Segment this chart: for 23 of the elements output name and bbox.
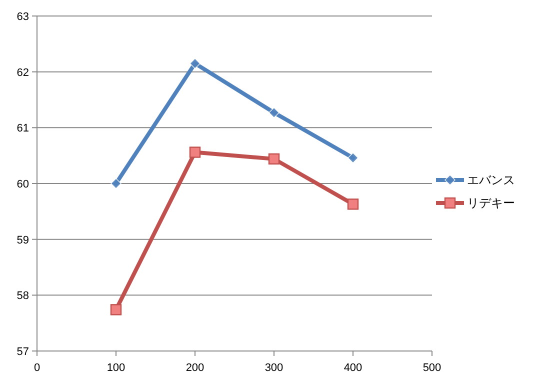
point (268, 153, 280, 165)
y-tick-label: 62 (16, 66, 29, 79)
x-tick-label: 400 (344, 362, 362, 374)
y-tick-label: 60 (16, 178, 29, 190)
point (268, 107, 280, 118)
x-tick-label: 0 (34, 362, 40, 374)
y-tick-label: 61 (16, 122, 29, 135)
x-tick-label: 500 (422, 362, 442, 374)
point (110, 304, 122, 316)
y-tick-label: 58 (16, 290, 29, 302)
x-tick-label: 300 (264, 362, 284, 374)
point (190, 58, 200, 69)
point (189, 146, 201, 158)
y-tick-label: 57 (16, 346, 29, 358)
x-tick-label: 200 (186, 362, 204, 374)
point (347, 198, 359, 210)
point (348, 152, 358, 164)
point (110, 178, 122, 189)
legend-label: エバンス (467, 173, 515, 187)
x-tick-label: 100 (106, 362, 126, 374)
y-tick-label: 59 (16, 234, 29, 246)
y-tick-label: 63 (16, 11, 29, 23)
legend-label: リデキー (467, 196, 515, 210)
